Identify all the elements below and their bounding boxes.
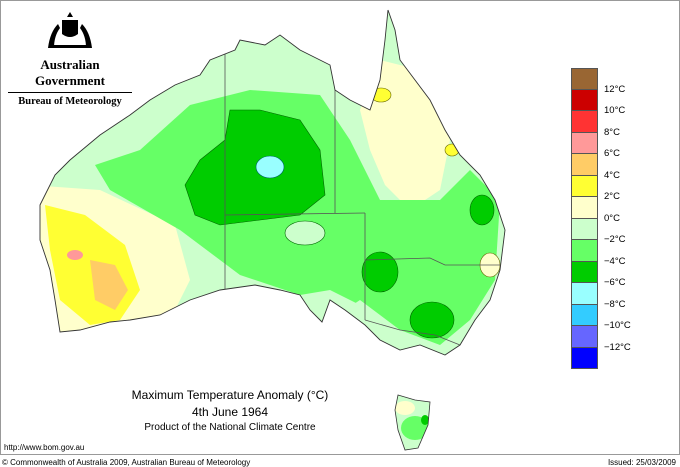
map-product: Product of the National Climate Centre: [144, 422, 316, 433]
issued-date: Issued: 25/03/2009: [607, 458, 676, 467]
legend-swatch: [571, 68, 598, 90]
bom-logo: Australian Government Bureau of Meteorol…: [8, 10, 132, 107]
zone-4-to-6-west: [90, 260, 128, 310]
zone-minus2-southeast: [345, 300, 480, 355]
legend-label: −2°C: [604, 234, 626, 245]
legend-label: −4°C: [604, 255, 626, 267]
legend-label: −12°C: [604, 341, 631, 353]
legend-swatch: [571, 197, 598, 219]
legend-swatch: [571, 218, 598, 240]
zone-minus4-to-minus6-sa: [361, 251, 399, 293]
state-borders: [224, 50, 500, 346]
zone-minus4-to-minus6-east: [469, 194, 495, 226]
legend-label: −6°C: [604, 277, 626, 288]
agency-name: Australian Government: [8, 57, 132, 93]
legend-swatch: [571, 283, 598, 305]
legend-label: 12°C: [604, 83, 626, 95]
zone-minus6-to-minus8: [255, 155, 285, 179]
legend-label: 10°C: [604, 105, 626, 116]
legend-label: 4°C: [604, 169, 620, 181]
legend-swatch: [571, 261, 598, 283]
zone-minus2-central-patch: [284, 220, 326, 246]
legend-swatch: [571, 89, 598, 111]
legend-swatch: [571, 175, 598, 197]
legend-swatch: [571, 132, 598, 154]
map-title: Maximum Temperature Anomaly (°C): [131, 388, 329, 402]
legend-swatch: [571, 111, 598, 133]
bureau-name: Bureau of Meteorology: [18, 96, 122, 107]
legend-swatch: [571, 154, 598, 176]
legend-label: −8°C: [604, 298, 626, 310]
legend-swatch: [571, 347, 598, 369]
legend-label: 8°C: [604, 126, 620, 138]
legend-label: 2°C: [604, 191, 620, 202]
legend: 12°C 10°C 8°C 6°C 4°C 2°C 0°C −2°C −4°C −6°C −8°C −…: [571, 68, 631, 369]
legend-swatch: [571, 240, 598, 262]
website-link[interactable]: http://www.bom.gov.au: [4, 443, 85, 452]
zone-minus4-to-minus6-nsw: [409, 301, 455, 339]
zone-6-to-8-west: [67, 250, 83, 260]
map-date: 4th June 1964: [191, 405, 269, 419]
legend-swatch: [571, 326, 598, 348]
copyright: © Commonwealth of Australia 2009, Austra…: [2, 458, 251, 467]
legend-swatch: [571, 304, 598, 326]
legend-label: 6°C: [604, 148, 620, 159]
zone-2-to-4-qld-a: [370, 87, 392, 103]
legend-label: 0°C: [604, 212, 620, 224]
zone-minus2-to-minus4: [95, 90, 500, 345]
coat-of-arms-icon: [48, 12, 92, 48]
legend-label: −10°C: [604, 320, 631, 331]
zone-0-to-2-se-a: [364, 345, 380, 355]
